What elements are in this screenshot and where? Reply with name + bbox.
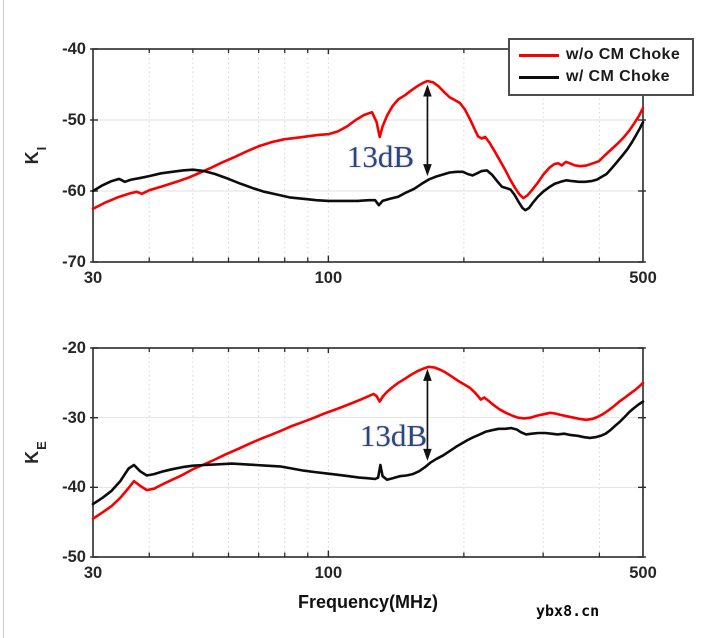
y-axis-label-ki-sub: I [34,146,50,151]
y-tick-label: -30 [62,408,86,427]
y-tick-label: -70 [62,253,86,271]
annotation-arrowhead-down [423,448,432,461]
legend-line-black [519,75,559,79]
x-tick-label: 30 [83,564,103,582]
plot-0 [90,48,646,263]
plot-1 [90,347,646,558]
series-line [91,365,645,521]
y-tick-label: -20 [62,339,86,357]
series-line [91,79,645,211]
y-tick-label: -40 [62,478,86,497]
legend-label-w-choke: w/ CM Choke [566,68,670,85]
axes-frame [92,48,644,263]
annotation-13db-bottom: 13dB [359,418,427,453]
annotation-arrowhead-up [423,84,432,97]
y-axis-label-ki-main: K [21,151,42,165]
x-tick-label: 30 [83,269,103,287]
y-tick-label: -50 [62,111,86,129]
y-axis-label-ke-sub: E [34,441,50,450]
legend-label-wo-choke: w/o CM Choke [566,46,681,63]
x-tick-label: 500 [629,269,657,287]
series-line [91,400,645,506]
x-axis-label: Frequency(MHz) [297,592,438,612]
y-axis-label-ke-main: K [21,450,42,464]
y-tick-label: -60 [62,182,86,200]
legend-item-w-choke: w/ CM Choke [510,66,692,88]
annotation-arrowhead-down [423,164,432,177]
x-tick-label: 100 [314,564,343,582]
axes-frame [92,347,644,558]
annotation-arrowhead-up [423,368,432,381]
legend: w/o CM Choke w/ CM Choke [508,38,694,96]
y-tick-label: -40 [62,40,86,58]
watermark: ybx8.cn [536,602,600,620]
window-edge-line [3,0,4,638]
y-axis-label-ki: KI [17,134,50,178]
series-line [91,120,645,212]
legend-line-red [519,53,559,57]
x-tick-label: 100 [314,269,343,287]
legend-item-wo-choke: w/o CM Choke [510,44,692,66]
y-tick-label: -50 [62,548,86,566]
annotation-13db-top: 13dB [346,139,414,174]
y-axis-label-ke: KE [17,431,50,475]
x-tick-label: 500 [629,564,657,582]
